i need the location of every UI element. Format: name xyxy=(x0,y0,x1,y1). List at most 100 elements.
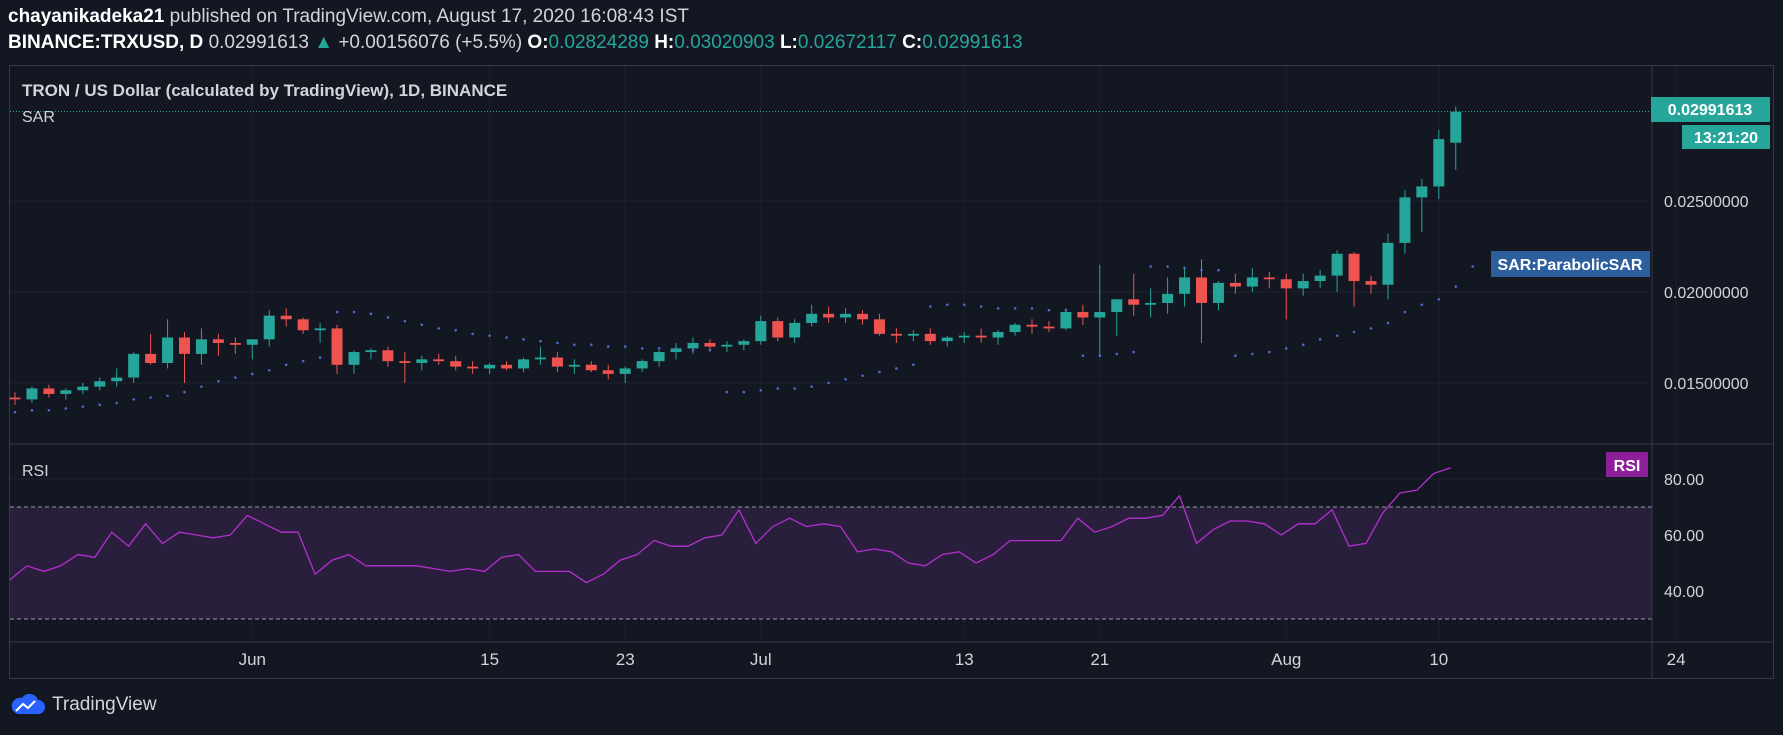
axes-layer: Jun 15 23 Jul 13 21 Aug 10 24 0.02500000 0.0200000… xyxy=(10,66,1773,678)
candle-body xyxy=(280,315,292,320)
sar-dot xyxy=(1454,285,1458,288)
candle-body xyxy=(1399,197,1411,243)
sar-dot xyxy=(318,356,322,359)
sar-dot xyxy=(742,390,746,394)
candle-body xyxy=(433,359,445,362)
sar-dot xyxy=(217,379,220,383)
candle-body xyxy=(636,361,648,369)
sar-dot xyxy=(759,388,763,392)
candle-body xyxy=(111,377,123,382)
rsi-badge-text: RSI xyxy=(1614,458,1641,475)
ohlc-legend: BINANCE:TRXUSD, D 0.02991613 ▲ +0.001560… xyxy=(8,32,1023,54)
candle-body xyxy=(365,350,377,353)
sar-dot xyxy=(1081,354,1085,358)
candle-body xyxy=(1026,324,1038,327)
sar-dot xyxy=(657,347,661,350)
price-change: +0.00156076 (+5.5%) xyxy=(338,32,523,53)
sar-dot xyxy=(403,319,407,323)
sar-dot xyxy=(166,394,169,398)
candle-body xyxy=(450,361,462,367)
chart-title: TRON / US Dollar (calculated by TradingV… xyxy=(22,81,507,100)
candle-body xyxy=(195,339,207,354)
candle-body xyxy=(619,368,631,374)
y-tick-label: 0.02000000 xyxy=(1664,285,1749,302)
symbol-label: BINANCE:TRXUSD, D xyxy=(8,32,204,53)
sar-dot xyxy=(1437,297,1441,301)
sar-dot xyxy=(674,347,678,350)
sar-dot xyxy=(1098,354,1102,358)
sar-dot xyxy=(691,348,695,352)
sar-dot xyxy=(1030,307,1034,310)
rsi-band-fill xyxy=(10,507,1652,619)
candle-body xyxy=(1009,324,1021,333)
sar-dot xyxy=(1352,330,1356,334)
author-name[interactable]: chayanikadeka21 xyxy=(8,6,165,27)
low-value: 0.02672117 xyxy=(797,32,897,53)
sar-dot xyxy=(1318,338,1322,341)
sar-dot xyxy=(945,303,949,307)
candle-body xyxy=(1094,312,1106,318)
sar-dot xyxy=(776,387,780,390)
footer-brand[interactable]: TradingView xyxy=(10,694,157,716)
candle-body xyxy=(1280,279,1292,289)
candle-body xyxy=(1212,282,1224,303)
candle-body xyxy=(26,388,38,400)
candle-body xyxy=(568,364,580,367)
candle-body xyxy=(840,313,852,318)
sar-dot xyxy=(1200,268,1203,272)
sar-dot xyxy=(369,312,373,316)
sar-dot xyxy=(251,372,254,376)
candle-body xyxy=(653,352,665,362)
sar-dot xyxy=(471,332,474,336)
candles-layer xyxy=(9,106,1462,405)
chart-frame xyxy=(9,65,1774,679)
candle-body xyxy=(382,350,394,362)
sar-dot xyxy=(234,376,237,379)
candle-body xyxy=(484,364,496,369)
sar-dot xyxy=(962,303,966,307)
candle-body xyxy=(162,337,174,363)
sar-dot xyxy=(929,305,932,308)
candle-body xyxy=(399,361,411,363)
sar-dot xyxy=(454,328,458,332)
candle-body xyxy=(263,315,275,340)
sar-dot xyxy=(335,310,339,314)
candle-body xyxy=(704,342,716,347)
sar-dot xyxy=(878,370,881,374)
sar-badge-text: SAR:ParabolicSAR xyxy=(1498,257,1643,274)
x-tick-label: 21 xyxy=(1090,650,1109,669)
candle-body xyxy=(1229,282,1241,287)
candle-body xyxy=(43,388,55,394)
candle-body xyxy=(857,313,868,320)
sar-dot xyxy=(979,305,983,308)
x-tick-label: Jun xyxy=(239,650,266,669)
up-arrow-icon: ▲ xyxy=(314,32,334,53)
sar-dot xyxy=(64,407,68,410)
sar-dot xyxy=(1403,310,1407,314)
sar-dot xyxy=(132,398,135,401)
candle-body xyxy=(331,328,343,365)
sar-dot xyxy=(1301,343,1305,347)
sar-dot xyxy=(1064,308,1068,312)
sar-dot xyxy=(81,405,85,408)
x-tick-label: 24 xyxy=(1667,650,1686,669)
sar-dot xyxy=(590,343,593,347)
candle-body xyxy=(1179,277,1191,294)
candle-body xyxy=(467,366,479,369)
sar-dot xyxy=(606,345,610,348)
candle-body xyxy=(1077,312,1089,318)
candle-body xyxy=(94,381,106,387)
sar-dot xyxy=(30,409,34,412)
sar-dot xyxy=(183,390,186,394)
candle-body xyxy=(992,332,1004,338)
sar-dot xyxy=(1047,308,1051,312)
x-tick-label: 15 xyxy=(480,650,499,669)
sar-dot xyxy=(539,339,542,343)
candle-body xyxy=(806,313,818,323)
candle-body xyxy=(670,348,682,353)
sar-dot xyxy=(844,378,847,381)
sar-dot xyxy=(793,387,796,390)
x-tick-label: 10 xyxy=(1429,650,1448,669)
sar-dot xyxy=(149,396,152,399)
